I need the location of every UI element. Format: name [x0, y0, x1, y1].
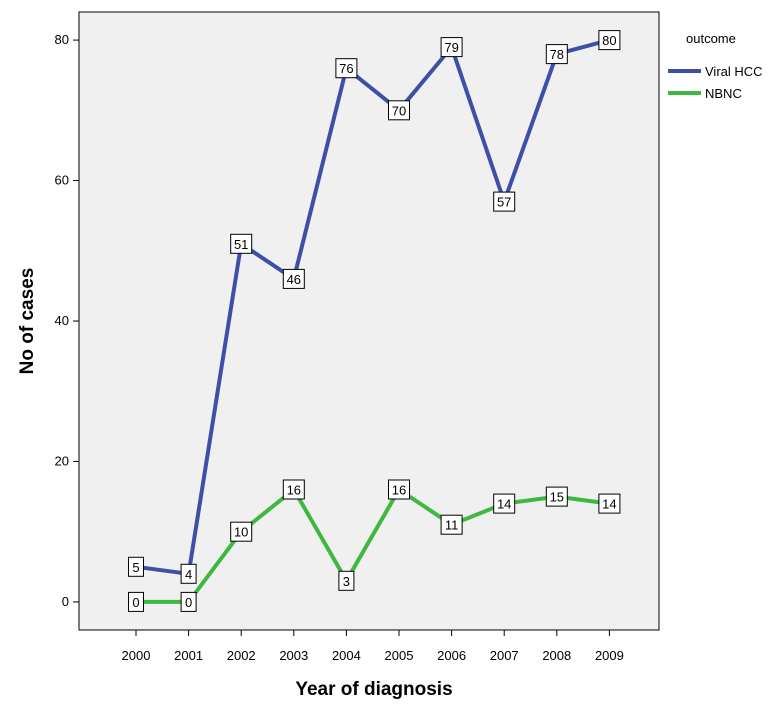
data-label: 46: [282, 268, 305, 289]
x-tick-label: 2006: [437, 648, 466, 663]
data-label-box: [493, 191, 516, 212]
data-label-box: [128, 556, 144, 577]
data-label-box: [440, 514, 463, 535]
data-label-text: 16: [287, 483, 301, 498]
data-label-text: 4: [185, 567, 192, 582]
data-label: 3: [338, 570, 355, 591]
data-label-text: 11: [445, 518, 459, 533]
data-label: 80: [598, 30, 621, 51]
y-tick-label: 20: [55, 453, 69, 468]
y-tick-label: 40: [55, 313, 69, 328]
data-label: 79: [440, 37, 463, 58]
data-label: 16: [282, 479, 305, 500]
y-tick-label: 80: [55, 32, 69, 47]
data-label: 14: [598, 493, 621, 514]
x-tick-label: 2003: [279, 648, 308, 663]
series-lines: [134, 38, 612, 604]
data-label: 70: [388, 100, 410, 121]
data-label-text: 78: [550, 47, 564, 62]
data-label-box: [388, 479, 410, 500]
x-axis-title: Year of diagnosis: [295, 679, 452, 700]
x-tick-label: 2004: [332, 648, 361, 663]
data-label-text: 14: [602, 497, 616, 512]
data-label: 11: [440, 514, 463, 535]
legend-label: Viral HCC: [705, 64, 763, 79]
data-label-box: [388, 100, 410, 121]
data-label: 15: [545, 486, 568, 507]
data-label-text: 5: [132, 560, 139, 575]
data-label-box: [440, 37, 463, 58]
x-tick-label: 2000: [122, 648, 151, 663]
data-label: 78: [545, 44, 568, 65]
data-label-text: 16: [392, 483, 406, 498]
x-tick-label: 2001: [174, 648, 203, 663]
data-label-box: [180, 591, 197, 612]
data-label-text: 0: [185, 595, 192, 610]
x-axis: 2000 2001 2002 2003 2004 2005 2006 2007 2008 2009: [122, 630, 624, 663]
data-label-text: 3: [343, 574, 350, 589]
data-label-box: [598, 493, 621, 514]
legend: outcome Viral HCC NBNC: [668, 31, 763, 101]
data-label-text: 51: [234, 237, 248, 252]
data-label-box: [282, 479, 305, 500]
data-label-box: [282, 268, 305, 289]
x-tick-label: 2005: [385, 648, 414, 663]
data-label-text: 15: [550, 490, 564, 505]
x-tick-label: 2009: [595, 648, 624, 663]
data-label-text: 46: [287, 272, 301, 287]
y-axis-title: No of cases: [17, 268, 38, 375]
x-tick-label: 2007: [490, 648, 519, 663]
data-label-box: [338, 570, 355, 591]
data-label: 5: [128, 556, 144, 577]
data-label: 0: [180, 591, 197, 612]
legend-title: outcome: [686, 31, 736, 46]
data-label-box: [545, 486, 568, 507]
data-label: 51: [230, 233, 253, 254]
data-labels: 5 4 51 46 76 70 79 57 78 80 0 0 10 16 3 16 11 14 15 14: [128, 30, 621, 612]
legend-label: NBNC: [705, 86, 742, 101]
x-tick-label: 2002: [227, 648, 256, 663]
data-label-text: 80: [602, 33, 616, 48]
data-label: 0: [128, 591, 144, 612]
data-label: 4: [180, 563, 197, 584]
data-label-box: [180, 563, 197, 584]
data-label-box: [230, 521, 253, 542]
data-label: 16: [388, 479, 410, 500]
plot-area: [78, 11, 660, 631]
x-tick-label: 2008: [542, 648, 571, 663]
data-label-text: 10: [234, 525, 248, 540]
data-label-text: 57: [497, 195, 511, 210]
data-label: 57: [493, 191, 516, 212]
y-tick-label: 0: [62, 594, 69, 609]
data-label-box: [230, 233, 253, 254]
data-label-box: [493, 493, 516, 514]
data-label-text: 14: [497, 497, 511, 512]
y-axis: 0 20 40 60 80: [55, 32, 79, 609]
data-label: 10: [230, 521, 253, 542]
series-line-viral-hcc: [134, 38, 612, 576]
data-label-box: [128, 591, 144, 612]
series-line-nbnc: [134, 487, 612, 604]
data-label-box: [335, 58, 358, 79]
data-label-text: 79: [444, 40, 458, 55]
y-tick-label: 60: [55, 173, 69, 188]
data-label-text: 70: [392, 103, 406, 118]
data-label-text: 0: [132, 595, 139, 610]
data-label-text: 76: [339, 61, 353, 76]
data-label: 76: [335, 58, 358, 79]
data-label-box: [598, 30, 621, 51]
data-label: 14: [493, 493, 516, 514]
data-label-box: [545, 44, 568, 65]
